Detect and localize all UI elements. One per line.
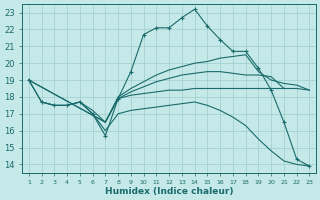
X-axis label: Humidex (Indice chaleur): Humidex (Indice chaleur)	[105, 187, 233, 196]
